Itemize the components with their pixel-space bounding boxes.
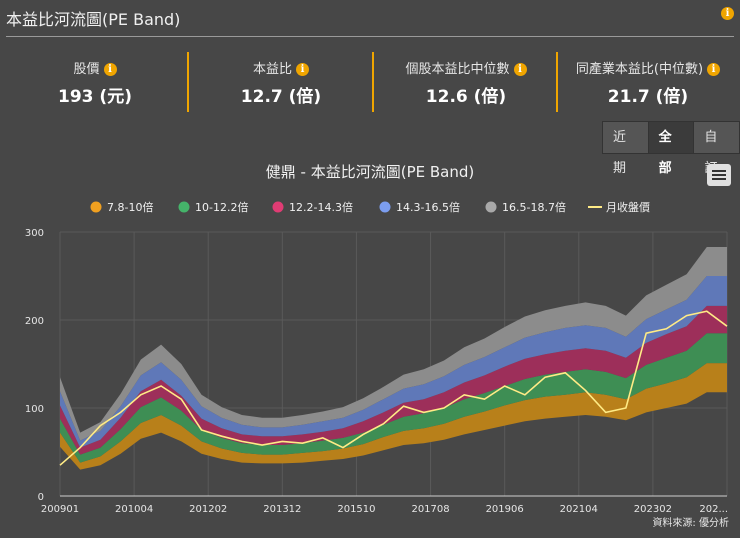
legend-item: 7.8-10倍: [107, 200, 153, 214]
page-title: 本益比河流圖(PE Band): [6, 10, 181, 29]
x-tick-label: 202104: [560, 504, 598, 515]
stat-pe-median: 個股本益比中位數 i 12.6 (倍): [374, 50, 558, 114]
x-tick-label: 201906: [486, 504, 524, 515]
chart-title: 健鼎 - 本益比河流圖(PE Band): [266, 163, 474, 181]
x-tick-label: 201510: [337, 504, 375, 515]
legend-item: 16.5-18.7倍: [502, 200, 566, 214]
price-line: [59, 310, 728, 466]
legend-marker[interactable]: [178, 201, 190, 213]
legend-item: 月收盤價: [606, 200, 650, 214]
chart-menu-button[interactable]: [707, 164, 731, 186]
info-icon[interactable]: i: [513, 63, 527, 76]
stat-divider: [556, 52, 558, 112]
stat-label: 個股本益比中位數: [405, 62, 510, 77]
info-icon[interactable]: i: [103, 63, 117, 76]
y-tick-label: 300: [25, 228, 44, 239]
stat-divider: [187, 52, 189, 112]
info-icon[interactable]: i: [707, 63, 721, 76]
x-tick-label: 200901: [41, 504, 79, 515]
legend-marker[interactable]: [379, 201, 391, 213]
x-tick-label: 202302: [634, 504, 672, 515]
range-recent-button[interactable]: 近期: [602, 121, 649, 176]
y-tick-label: 0: [38, 492, 44, 503]
source-note: 資料來源: 優分析: [652, 516, 729, 529]
range-custom-button[interactable]: 自訂: [693, 121, 740, 176]
stat-divider: [372, 52, 374, 112]
y-tick-label: 100: [25, 404, 44, 415]
info-icon[interactable]: i: [296, 63, 309, 76]
header: 本益比河流圖(PE Band) i: [0, 0, 740, 37]
stat-value: 21.7 (倍): [607, 87, 689, 107]
stat-pe: 本益比 i 12.7 (倍): [189, 50, 373, 114]
stat-value: 12.7 (倍): [240, 87, 322, 107]
stat-industry-pe: 同產業本益比(中位數) i 21.7 (倍): [556, 50, 740, 114]
stats-row: 股價 i 193 (元) 本益比 i 12.7 (倍) 個股本益比中位數 i 12.6…: [0, 50, 740, 114]
x-tick-label: 201312: [263, 504, 301, 515]
range-all-button[interactable]: 全部: [647, 121, 695, 176]
hamburger-icon: [712, 170, 726, 172]
info-icon[interactable]: i: [721, 7, 734, 20]
legend-item: 10-12.2倍: [195, 200, 248, 214]
header-divider: [6, 36, 734, 37]
legend-item: 12.2-14.3倍: [289, 200, 353, 214]
stat-label: 本益比: [252, 62, 292, 77]
y-tick-label: 200: [25, 316, 44, 327]
legend-marker[interactable]: [90, 201, 102, 213]
x-tick-label: 201708: [411, 504, 449, 515]
x-tick-label: 202...: [699, 504, 728, 515]
stat-price: 股價 i 193 (元): [3, 50, 187, 114]
stat-label: 股價: [73, 62, 100, 77]
legend-item: 14.3-16.5倍: [396, 200, 460, 214]
legend-marker[interactable]: [485, 201, 497, 213]
legend-marker[interactable]: [272, 201, 284, 213]
range-selector: 近期 全部 自訂: [602, 121, 740, 176]
x-tick-label: 201004: [115, 504, 153, 515]
stat-value: 193 (元): [58, 87, 132, 107]
stat-label: 同產業本益比(中位數): [575, 62, 704, 77]
stat-value: 12.6 (倍): [425, 87, 507, 107]
x-tick-label: 201202: [189, 504, 227, 515]
